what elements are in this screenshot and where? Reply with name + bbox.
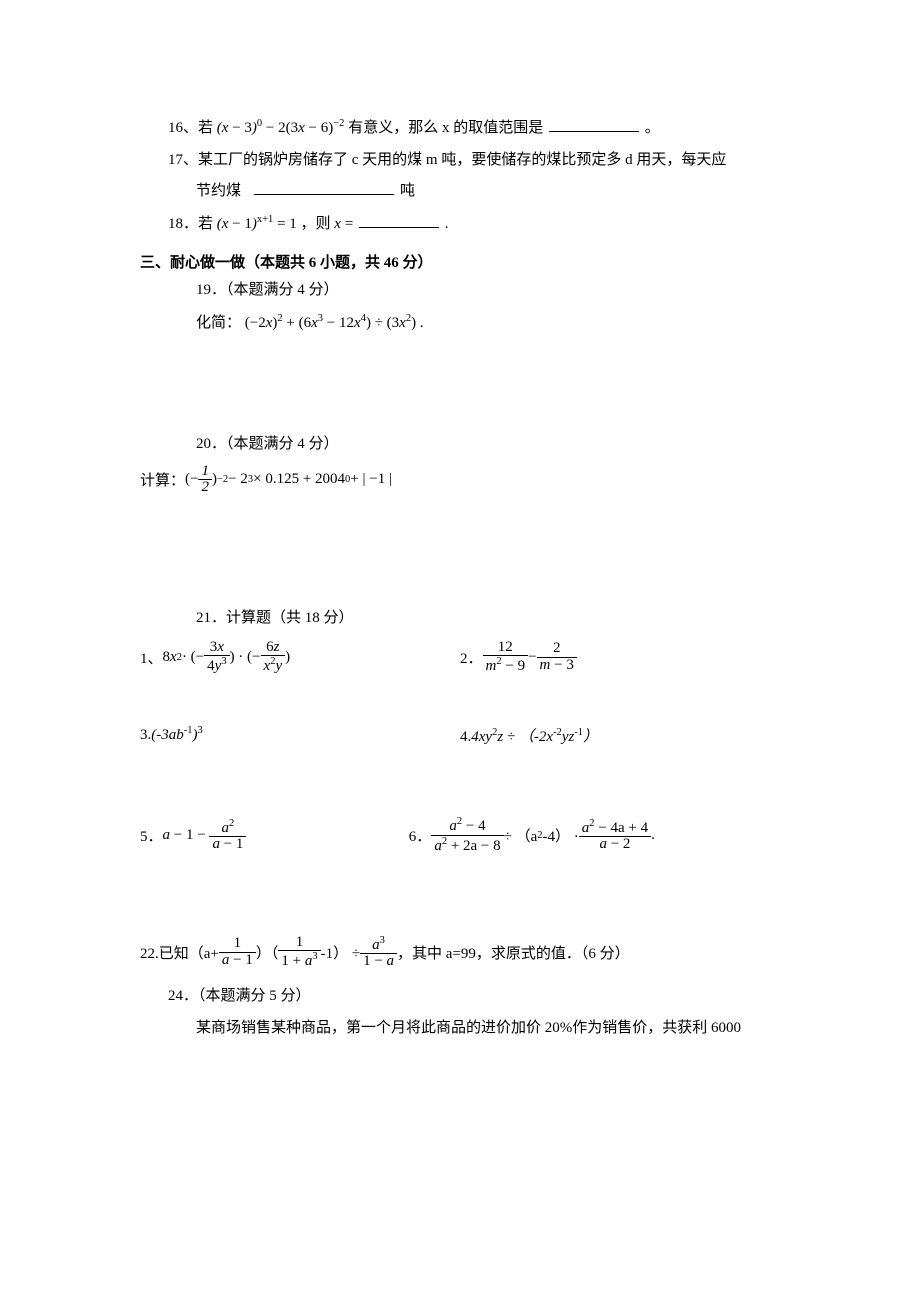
q16-prefix: 16、若 [168,120,213,136]
question-24-title: 24．（本题满分 5 分） [140,984,780,1010]
q16-end: 。 [645,120,660,136]
question-18: 18．若 (x − 1)x+1 = 1 ，则 x = . [140,211,780,238]
question-19-title: 19．（本题满分 4 分） [140,278,780,304]
q20-math: (− 1 2 )−2 − 23 × 0.125 + 20040 + | −1 | [185,464,392,497]
q21-row2: 3.(-3ab-1)3 4.4xy2z ÷ （-2x-2yz-1） [140,725,780,746]
exam-page: 16、若 (x − 3)0 − 2(3x − 6)−2 有意义，那么 x 的取值… [0,0,920,1302]
q20-frac: 1 2 [198,464,212,497]
q18-blank[interactable] [359,212,439,228]
q18-xeq: x = [334,216,353,232]
question-17-line2: 节约煤 吨 [140,179,780,205]
q21-row3: 5． a − 1 − a2 a − 1 6． a2 − 4 a2 + 2a − … [140,816,780,855]
question-17-line1: 17、某工厂的锅炉房储存了 c 天用的煤 m 吨，要使储存的煤比预定多 d 用天… [140,148,780,174]
q21-p6-math: a2 − 4 a2 + 2a − 8 ÷ （a2-4） · a2 − 4a + … [431,816,655,855]
q21-p1-label: 1、 [140,647,163,668]
q21-p5-math: a − 1 − a2 a − 1 [163,818,247,854]
q21-row1: 1、 8x2 · (− 3x 4y3 ) · (− 6z x2y ) 2． [140,640,780,676]
q21-p6: 6． a2 − 4 a2 + 2a − 8 ÷ （a2-4） · a2 − 4a… [409,816,780,855]
q21-p2-label: 2． [460,647,483,668]
q16-expr: (x − 3)0 − 2(3x − 6)−2 [217,120,348,136]
q17-pre: 节约煤 [196,183,241,199]
question-16: 16、若 (x − 3)0 − 2(3x − 6)−2 有意义，那么 x 的取值… [140,115,780,142]
section-3-title: 三、耐心做一做（本题共 6 小题，共 46 分） [140,251,780,272]
question-21-title: 21．计算题（共 18 分） [140,606,780,632]
q21-p4-label: 4. [460,729,471,745]
question-20-expr: 计算： (− 1 2 )−2 − 23 × 0.125 + 20040 + | … [140,464,780,497]
q16-blank[interactable] [549,116,639,132]
q16-tail: 有意义，那么 x 的取值范围是 [348,120,543,136]
q21-p1-math: 8x2 · (− 3x 4y3 ) · (− 6z x2y ) [163,640,291,676]
q19-label: 化简： [196,315,241,331]
question-24-line: 某商场销售某种商品，第一个月将此商品的进价加价 20%作为销售价，共获利 600… [140,1016,780,1042]
q21-p4-math: 4xy2z ÷ （-2x-2yz-1） [471,729,598,745]
q21-p2-math: 12 m2 − 9 − 2 m − 3 [483,640,577,676]
spacer [140,496,780,606]
q21-p3-math: (-3ab-1)3 [151,727,203,743]
question-22: 22.已知（a+ 1 a − 1 ）（ 1 1 + a3 -1） ÷ a3 1 … [140,935,780,971]
q18-mid: ，则 [301,216,331,232]
q22-label: 22.已知（a+ [140,942,219,963]
q21-p3: 3.(-3ab-1)3 [140,725,460,746]
q18-expr: (x − 1)x+1 = 1 [217,216,301,232]
q17-post: 吨 [400,183,415,199]
q20-label: 计算： [140,469,185,490]
q21-p2: 2． 12 m2 − 9 − 2 m − 3 [460,640,780,676]
question-19-expr: 化简： (−2x)2 + (6x3 − 12x4) ÷ (3x2) . [140,310,780,337]
q19-math: (−2x)2 + (6x3 − 12x4) ÷ (3x2) . [245,315,424,331]
q18-end: . [445,216,449,232]
q21-p3-label: 3. [140,727,151,743]
q18-pre: 18．若 [168,216,213,232]
q17-blank[interactable] [254,179,394,195]
q22-tail: ，其中 a=99，求原式的值．（6 分） [397,942,630,963]
q21-p1: 1、 8x2 · (− 3x 4y3 ) · (− 6z x2y ) [140,640,460,676]
question-20-title: 20．（本题满分 4 分） [140,432,780,458]
q21-p6-label: 6． [409,825,432,846]
spacer [140,342,780,432]
q21-p5-label: 5． [140,825,163,846]
q21-p4: 4.4xy2z ÷ （-2x-2yz-1） [460,725,780,746]
q21-p5: 5． a − 1 − a2 a − 1 [140,816,409,855]
q22-math: 1 a − 1 ）（ 1 1 + a3 -1） ÷ a3 1 − a [219,935,397,971]
